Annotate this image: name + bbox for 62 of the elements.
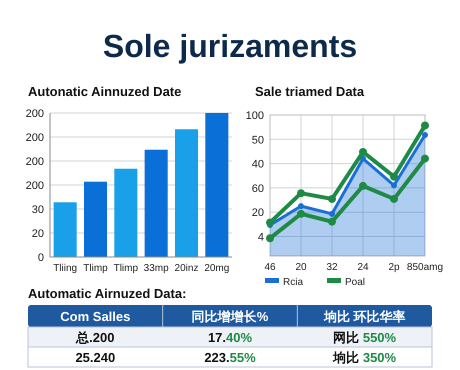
point: [359, 148, 367, 156]
text: 100: [246, 110, 264, 122]
x-tick-label: 850amg: [406, 262, 444, 273]
x-tick-label: 24: [357, 262, 369, 273]
point: [297, 189, 305, 198]
point: [421, 121, 429, 130]
x-tick-label: Tlimp: [83, 263, 108, 274]
bar: [174, 129, 198, 257]
text: 223.55%: [204, 350, 256, 365]
text: 总.200: [76, 330, 114, 345]
point: [359, 182, 367, 190]
text: Automatic Airnuzed Data:: [28, 286, 186, 301]
text: 200: [26, 132, 44, 144]
text: 60: [252, 182, 264, 195]
x-tick-label: 33mp: [144, 263, 170, 274]
point: [421, 154, 429, 163]
text: 17.40%: [208, 330, 252, 345]
x-tick-label: 32: [326, 262, 338, 273]
text: 20: [252, 207, 264, 220]
x-tick-label: 46: [264, 262, 276, 273]
x-tick-label: 20inz: [174, 263, 198, 274]
text: 垧比 350%: [333, 350, 396, 365]
chart-title: Sale triamed Data: [255, 84, 365, 99]
x-tick-label: 20mg: [204, 263, 230, 274]
text: 网比 550%: [333, 330, 396, 345]
text: 200: [26, 180, 44, 192]
bar: [114, 168, 138, 257]
bar: [205, 113, 228, 257]
x-tick-label: 2p: [388, 262, 400, 273]
point: [328, 194, 336, 203]
chart-subtitle: Autonatic Ainnuzed Date: [28, 84, 182, 99]
text: 40: [252, 158, 264, 171]
text: 30: [32, 204, 44, 216]
text: 0: [38, 252, 44, 264]
x-tick-label: Tliing: [53, 263, 78, 274]
point: [390, 194, 398, 203]
point: [390, 172, 398, 181]
x-tick-label: 20: [295, 262, 307, 273]
category-label: Com Salles: [60, 309, 130, 324]
x-tick-label: Tlimp: [114, 263, 138, 274]
point: [422, 132, 428, 138]
bar: [144, 150, 168, 257]
point: [266, 234, 274, 242]
text: 50: [252, 134, 264, 146]
point: [391, 182, 397, 188]
legend-label: Poal: [345, 277, 366, 288]
text: 200: [26, 156, 44, 168]
point: [298, 203, 304, 210]
text: 4: [258, 232, 264, 244]
bar: [84, 182, 108, 257]
point: [266, 218, 274, 227]
text: 20: [32, 228, 44, 240]
point: [297, 210, 305, 218]
category-label: 同比增增长%: [192, 309, 269, 324]
point: [329, 210, 335, 217]
category-label: 垧比 环比华率: [322, 309, 406, 324]
text: 200: [26, 108, 44, 120]
point: [328, 218, 336, 226]
bar: [54, 202, 77, 257]
chart-title: Sole jurizaments: [102, 28, 358, 64]
text: 25.240: [75, 350, 116, 365]
legend-label: Rcia: [283, 277, 304, 288]
